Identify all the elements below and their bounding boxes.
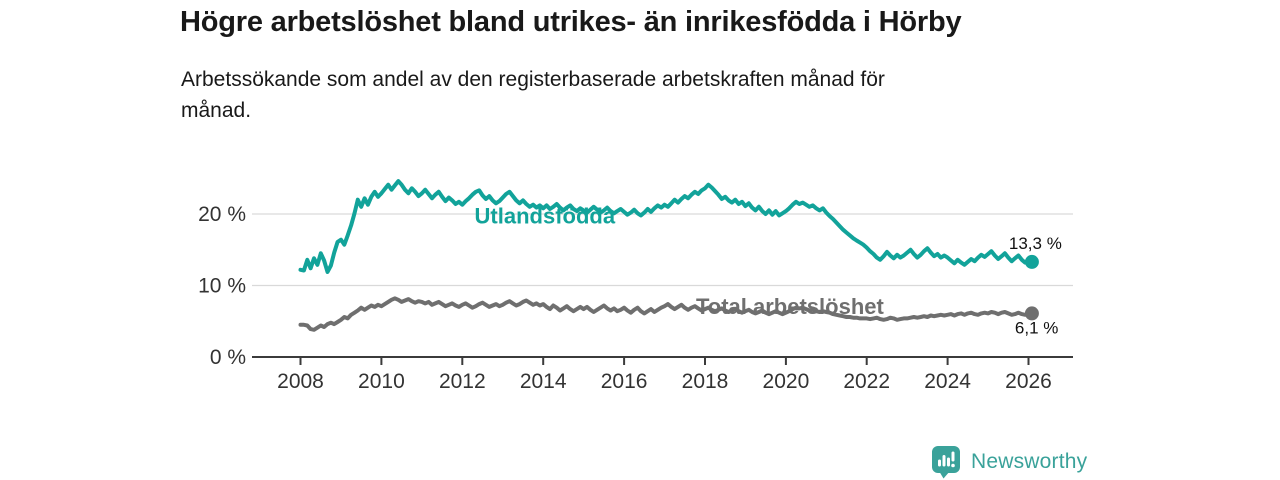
series-label-total: Total arbetslöshet xyxy=(696,294,885,319)
end-value-label-total: 6,1 % xyxy=(1015,318,1058,337)
y-axis-tick-label: 10 % xyxy=(198,275,246,298)
x-axis-tick-label: 2014 xyxy=(520,370,567,393)
chart-title: Högre arbetslöshet bland utrikes- än inr… xyxy=(180,6,962,38)
x-axis-tick-label: 2018 xyxy=(682,370,729,393)
logo-bar-short xyxy=(938,459,941,467)
logo-bar-tall xyxy=(942,455,946,467)
series-lines xyxy=(298,179,1039,332)
x-axis-tick-label: 2016 xyxy=(601,370,648,393)
x-axis-tick-label: 2008 xyxy=(277,370,324,393)
newsworthy-logo-text: Newsworthy xyxy=(971,450,1088,473)
logo-exclamation-line xyxy=(951,451,955,462)
logo-exclamation-dot xyxy=(951,463,955,468)
end-value-label-utlandsfodda: 13,3 % xyxy=(1009,234,1062,253)
y-axis-tick-label: 20 % xyxy=(198,203,246,226)
series-end-dot-utlandsfodda xyxy=(1024,254,1039,269)
y-axis-tick-label: 0 % xyxy=(210,346,246,369)
logo-bubble-tail xyxy=(939,471,950,479)
newsworthy-logo[interactable]: Newsworthy xyxy=(931,445,1087,479)
chart-text-labels: Utlandsfödda 13,3 % Total arbetslöshet 6,1 … xyxy=(475,203,1062,337)
series-end-dot-total xyxy=(1024,306,1039,321)
x-axis-tick-label: 2024 xyxy=(924,370,971,393)
series-line-utlandsfodda xyxy=(298,179,1034,274)
x-axis-tick-label: 2020 xyxy=(763,370,810,393)
x-axis-tick-label: 2026 xyxy=(1005,370,1052,393)
series-label-utlandsfodda: Utlandsfödda xyxy=(475,203,616,228)
logo-bar-medium xyxy=(947,457,950,467)
gridlines-and-yticks: 0 % 10 % 20 % xyxy=(198,203,1073,369)
x-axis-tick-label: 2022 xyxy=(843,370,890,393)
series-line-total xyxy=(298,296,1034,332)
x-axis-tick-label: 2010 xyxy=(358,370,405,393)
chart-subtitle: Arbetssökande som andel av den registerb… xyxy=(181,68,885,122)
logo-bubble xyxy=(932,446,960,473)
x-axis-tick-label: 2012 xyxy=(439,370,486,393)
newsworthy-logo-icon xyxy=(932,446,960,479)
x-axis: 2008 2010 2012 2014 2016 2018 2020 2022 2024 2026 xyxy=(252,356,1073,393)
